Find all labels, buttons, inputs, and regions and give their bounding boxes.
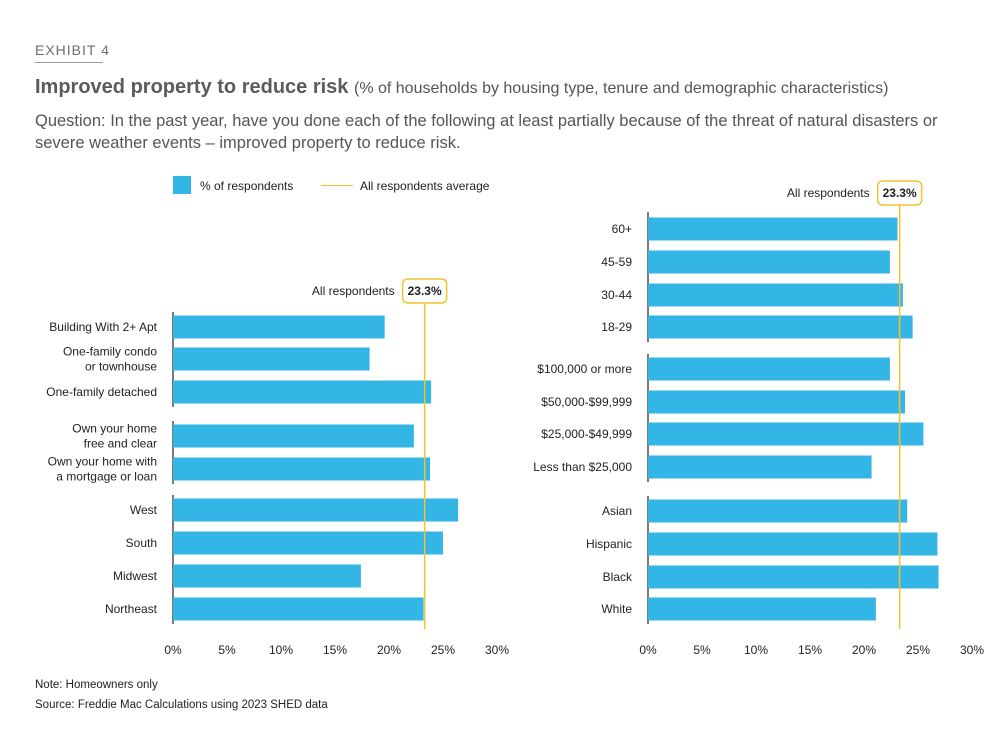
right-panel-category-label: Less than $25,000 xyxy=(533,460,632,474)
right-panel-category-label-line: 45-59 xyxy=(601,255,632,269)
left-panel-x-tick-label: 30% xyxy=(485,643,509,657)
left-panel-category-label-line: or townhouse xyxy=(85,360,157,374)
right-panel-x-tick-label: 20% xyxy=(852,643,876,657)
right-panel-category-label: $100,000 or more xyxy=(537,362,632,376)
right-panel-x-tick-label: 15% xyxy=(798,643,822,657)
right-panel-average-label: All respondents xyxy=(787,186,870,200)
right-panel-x-tick-label: 5% xyxy=(693,643,711,657)
left-panel-category-label-line: One-family condo xyxy=(63,345,157,359)
left-panel-category-label: Midwest xyxy=(113,569,158,583)
right-panel-category-label: $25,000-$49,999 xyxy=(541,427,632,441)
legend-respondents-label: % of respondents xyxy=(200,179,294,193)
left-panel-category-label-line: Own your home xyxy=(72,422,157,436)
right-panel-category-label: Hispanic xyxy=(586,537,632,551)
left-panel-x-tick-label: 0% xyxy=(164,643,182,657)
left-panel-bar xyxy=(173,380,432,404)
left-panel-category-label-line: a mortgage or loan xyxy=(56,470,157,484)
left-panel-average-callout-box xyxy=(401,278,448,304)
exhibit-label: EXHIBIT 4 xyxy=(35,42,110,58)
right-panel-category-label: Black xyxy=(603,570,633,584)
left-panel-category-label: South xyxy=(126,536,157,550)
left-panel-category-label: Own your home with a mortgage or loan xyxy=(48,455,157,484)
right-panel-category-label: 30-44 xyxy=(601,288,632,302)
right-panel-bar xyxy=(648,455,872,479)
survey-question: Question: In the past year, have you don… xyxy=(35,112,938,152)
right-panel-category-label: White xyxy=(601,602,632,616)
right-panel-category-label-line: 18-29 xyxy=(601,320,632,334)
left-panel-category-label-line: Northeast xyxy=(105,602,158,616)
exhibit-rule xyxy=(35,62,103,63)
right-panel-category-label-line: Black xyxy=(603,570,633,584)
right-panel-bar xyxy=(648,532,938,556)
right-panel-x-tick-label: 0% xyxy=(639,643,657,657)
left-panel-category-label: Northeast xyxy=(105,602,158,616)
right-panel-average-value: 23.3% xyxy=(883,186,917,200)
left-panel-x-tick-label: 20% xyxy=(377,643,401,657)
left-panel-x-tick-label: 25% xyxy=(431,643,455,657)
left-panel-category-label-line: West xyxy=(130,503,158,517)
right-panel-category-label: 45-59 xyxy=(601,255,632,269)
right-panel-category-label: $50,000-$99,999 xyxy=(541,395,632,409)
right-panel-bar xyxy=(648,250,890,274)
right-panel-category-label-line: $50,000-$99,999 xyxy=(541,395,632,409)
right-panel-category-label: 60+ xyxy=(612,222,632,236)
right-panel-category-label-line: Asian xyxy=(602,504,632,518)
right-panel-x-tick-label: 30% xyxy=(960,643,984,657)
left-panel-bar xyxy=(173,564,361,588)
source-note: Source: Freddie Mac Calculations using 2… xyxy=(35,699,328,711)
right-panel-category-label-line: 30-44 xyxy=(601,288,632,302)
left-panel-x-tick-label: 5% xyxy=(218,643,236,657)
left-panel-category-label: Own your home free and clear xyxy=(72,422,157,451)
right-panel-category-label-line: $25,000-$49,999 xyxy=(541,427,632,441)
right-panel-bar xyxy=(648,390,906,414)
right-panel-x-tick-label: 10% xyxy=(744,643,768,657)
chart-title-main: Improved property to reduce risk xyxy=(35,76,349,98)
right-panel-bar xyxy=(648,422,924,446)
right-panel-bar xyxy=(648,315,913,339)
left-panel-bar xyxy=(173,315,385,339)
left-panel-category-label-line: One-family detached xyxy=(46,385,157,399)
right-panel-x-tick-label: 25% xyxy=(906,643,930,657)
right-panel-category-label: 18-29 xyxy=(601,320,632,334)
right-panel-category-label-line: $100,000 or more xyxy=(537,362,632,376)
right-panel-bar xyxy=(648,565,939,589)
right-panel-category-label-line: Hispanic xyxy=(586,537,632,551)
left-panel-category-label-line: Building With 2+ Apt xyxy=(49,320,157,334)
left-panel-average-label: All respondents xyxy=(312,284,395,298)
right-panel-category-label-line: White xyxy=(601,602,632,616)
right-panel-average-callout-box xyxy=(876,180,923,206)
left-panel-category-label: West xyxy=(130,503,158,517)
footnote: Note: Homeowners only xyxy=(35,679,158,691)
left-panel-bar xyxy=(173,498,459,522)
right-panel-bar xyxy=(648,499,908,523)
left-panel-category-label-line: Midwest xyxy=(113,569,158,583)
left-panel-bar xyxy=(173,457,431,481)
legend-average-line xyxy=(321,185,353,186)
right-panel-category-label-line: Less than $25,000 xyxy=(533,460,632,474)
chart-title: Improved property to reduce risk (% of h… xyxy=(35,76,889,99)
left-panel-category-label: One-family condo or townhouse xyxy=(63,345,157,374)
left-panel-category-label-line: South xyxy=(126,536,157,550)
left-panel-category-label-line: Own your home with xyxy=(48,455,157,469)
right-panel-category-label: Asian xyxy=(602,504,632,518)
left-panel-average-value: 23.3% xyxy=(408,284,442,298)
left-panel-x-tick-label: 15% xyxy=(323,643,347,657)
right-panel-bar xyxy=(648,217,898,241)
legend-average-label: All respondents average xyxy=(360,179,490,193)
right-panel-bar xyxy=(648,283,903,307)
left-panel-bar xyxy=(173,424,414,448)
left-panel-bar xyxy=(173,597,424,621)
legend-respondents-swatch xyxy=(173,176,191,194)
left-panel-bar xyxy=(173,347,370,371)
right-panel-category-label-line: 60+ xyxy=(612,222,632,236)
chart-title-subtitle: (% of households by housing type, tenure… xyxy=(353,80,889,97)
left-panel-bar xyxy=(173,531,443,555)
left-panel-x-tick-label: 10% xyxy=(269,643,293,657)
left-panel-category-label: Building With 2+ Apt xyxy=(49,320,157,334)
left-panel-category-label-line: free and clear xyxy=(84,437,157,451)
left-panel-category-label: One-family detached xyxy=(46,385,157,399)
right-panel-bar xyxy=(648,357,890,381)
right-panel-bar xyxy=(648,597,876,621)
